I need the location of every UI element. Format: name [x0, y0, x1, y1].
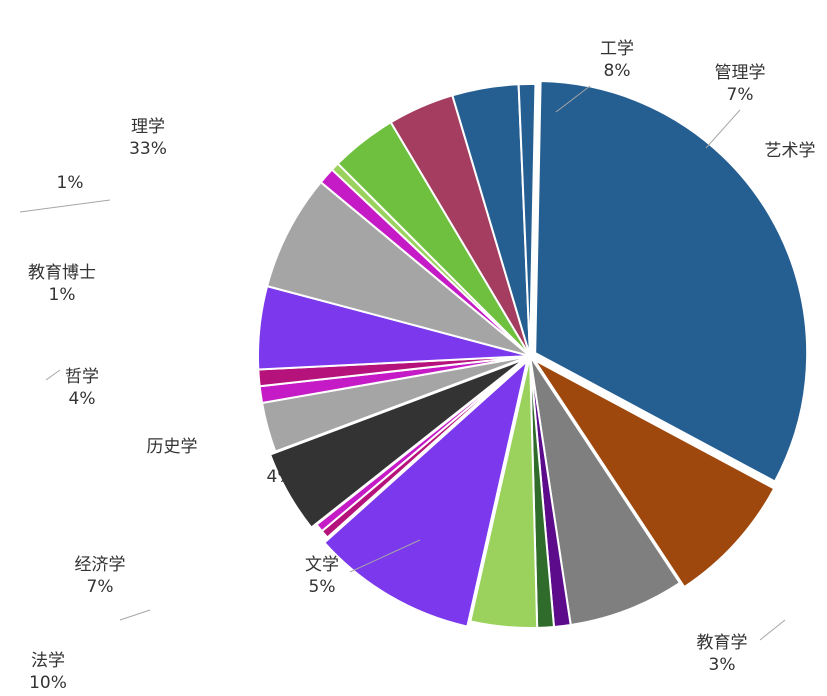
leader-line-0	[555, 85, 591, 113]
pie-slice-2	[529, 355, 682, 627]
label-gongxue-name: 工学	[600, 39, 634, 59]
label-lixue-name: 理学	[130, 117, 165, 137]
pie-slice-14	[265, 180, 531, 357]
label-guanlixue-pct: 7%	[726, 85, 754, 105]
label-zhexue-name: 哲学	[65, 367, 99, 387]
label-yishuxue: 艺术学	[765, 140, 816, 162]
label-faxue-name: 法学	[30, 651, 65, 671]
label-faxue: 法学 10%	[29, 650, 67, 694]
label-jiaoyuboshi-name: 教育博士	[28, 263, 96, 283]
label-jiaoyuxue: 教育学 3%	[697, 632, 748, 676]
label-small-1pct-pct: 1%	[56, 173, 84, 193]
pie-slices	[257, 80, 809, 629]
leader-line-5	[119, 609, 151, 621]
leader-line-2	[19, 199, 111, 213]
label-guanlixue-name: 管理学	[714, 63, 766, 83]
leader-lines	[19, 85, 786, 641]
pie-slice-1	[533, 359, 776, 589]
label-small-1pct: 1%	[57, 172, 84, 194]
pie-slice-20	[517, 83, 537, 357]
label-jingjixue: 经济学 7%	[75, 554, 126, 598]
pie-slice-9	[268, 358, 526, 529]
label-guanlixue: 管理学 7%	[715, 62, 766, 106]
label-lishixue-pct-value: 4%	[266, 467, 294, 487]
label-zhexue-pct: 4%	[68, 389, 96, 409]
label-faxue-pct: 10%	[29, 673, 67, 693]
leader-line-1	[705, 109, 741, 149]
leader-line-6	[759, 619, 786, 641]
label-wenxue-name: 文学	[305, 555, 339, 575]
label-wenxue-pct: 5%	[308, 577, 336, 597]
label-lishixue-name: 历史学	[146, 437, 198, 457]
pie-slice-5	[469, 355, 539, 629]
label-lixue-pct: 33%	[129, 139, 167, 159]
label-zhexue: 哲学 4%	[65, 366, 99, 410]
label-jiaoyuxue-name: 教育学	[696, 633, 748, 653]
label-jingjixue-pct: 7%	[86, 577, 114, 597]
label-gongxue-pct: 8%	[603, 61, 631, 81]
label-jiaoyuboshi: 教育博士 1%	[28, 262, 96, 306]
label-jingjixue-name: 经济学	[74, 555, 126, 575]
label-jiaoyuboshi-pct: 1%	[48, 285, 76, 305]
leader-line-3	[45, 369, 61, 381]
label-wenxue: 文学 5%	[305, 554, 339, 598]
pie-slice-0	[534, 80, 809, 483]
label-yishuxue-name: 艺术学	[764, 141, 816, 161]
label-lishixue: 历史学	[147, 436, 198, 458]
label-lixue: 理学 33%	[129, 116, 167, 160]
label-jiaoyuxue-pct: 3%	[708, 655, 736, 675]
label-lishixue-pct: 4%	[267, 466, 294, 488]
label-gongxue: 工学 8%	[600, 38, 634, 82]
leader-line-4	[349, 539, 421, 573]
